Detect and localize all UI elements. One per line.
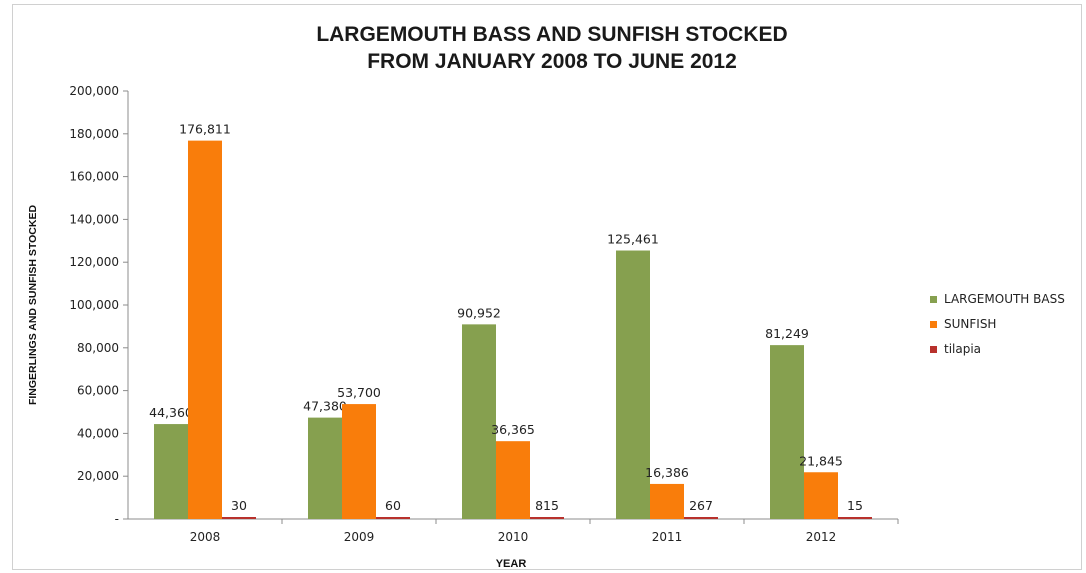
bar — [154, 424, 188, 519]
y-tick-label: 60,000 — [77, 384, 119, 398]
data-label: 815 — [535, 498, 559, 513]
y-axis-label: FINGERLINGS AND SUNFISH STOCKED — [27, 205, 39, 406]
data-label: 21,845 — [799, 453, 843, 468]
chart-title-line-2: FROM JANUARY 2008 TO JUNE 2012 — [367, 50, 737, 73]
data-label: 125,461 — [607, 232, 659, 247]
bar — [376, 517, 410, 519]
bar — [496, 441, 530, 519]
plot-area: - 20,000 40,000 60,000 80,000 100,000 120,000 1… — [69, 84, 899, 544]
x-tick-label: 2008 — [190, 530, 221, 544]
y-tick-label: 160,000 — [69, 170, 119, 184]
data-label: 47,380 — [303, 399, 347, 414]
bar — [342, 404, 376, 519]
bar — [530, 517, 564, 519]
legend-swatch — [930, 296, 937, 303]
data-label: 176,811 — [179, 122, 231, 137]
bar — [770, 345, 804, 519]
x-tick-label: 2009 — [344, 530, 375, 544]
data-label: 16,386 — [645, 465, 689, 480]
legend-swatch — [930, 321, 937, 328]
y-tick-label: 80,000 — [77, 341, 119, 355]
data-label: 15 — [847, 498, 863, 513]
legend-label: tilapia — [944, 342, 981, 356]
chart-title-line-1: LARGEMOUTH BASS AND SUNFISH STOCKED — [316, 23, 787, 46]
data-label: 30 — [231, 498, 247, 513]
data-label: 36,365 — [491, 422, 535, 437]
bar — [308, 417, 342, 519]
data-label: 267 — [689, 498, 713, 513]
bar — [222, 517, 256, 519]
bar — [616, 250, 650, 519]
y-tick-label: 120,000 — [69, 255, 119, 269]
x-tick-label: 2012 — [806, 530, 837, 544]
chart-frame — [12, 4, 1082, 570]
legend-label: SUNFISH — [944, 317, 996, 331]
y-tick-label: 40,000 — [77, 426, 119, 440]
x-tick-label: 2010 — [498, 530, 529, 544]
bar — [188, 140, 222, 520]
y-tick-label: 200,000 — [69, 84, 119, 98]
data-label: 53,700 — [337, 385, 381, 400]
y-tick-label: 100,000 — [69, 298, 119, 312]
y-tick-label: 20,000 — [77, 469, 119, 483]
data-label: 90,952 — [457, 305, 501, 320]
bar — [804, 472, 838, 519]
legend: LARGEMOUTH BASS SUNFISH tilapia — [930, 292, 1065, 356]
x-axis-label: YEAR — [496, 558, 527, 570]
data-label: 60 — [385, 498, 401, 513]
bar — [838, 517, 872, 519]
data-label: 44,360 — [149, 405, 193, 420]
bar — [462, 324, 496, 519]
data-label: 81,249 — [765, 326, 809, 341]
legend-swatch — [930, 346, 937, 353]
y-tick-label: 140,000 — [69, 212, 119, 226]
x-tick-label: 2011 — [652, 530, 683, 544]
bar — [684, 517, 718, 519]
y-tick-label: 180,000 — [69, 127, 119, 141]
legend-label: LARGEMOUTH BASS — [944, 292, 1065, 306]
y-tick-label: - — [115, 512, 119, 526]
bar — [650, 483, 684, 519]
